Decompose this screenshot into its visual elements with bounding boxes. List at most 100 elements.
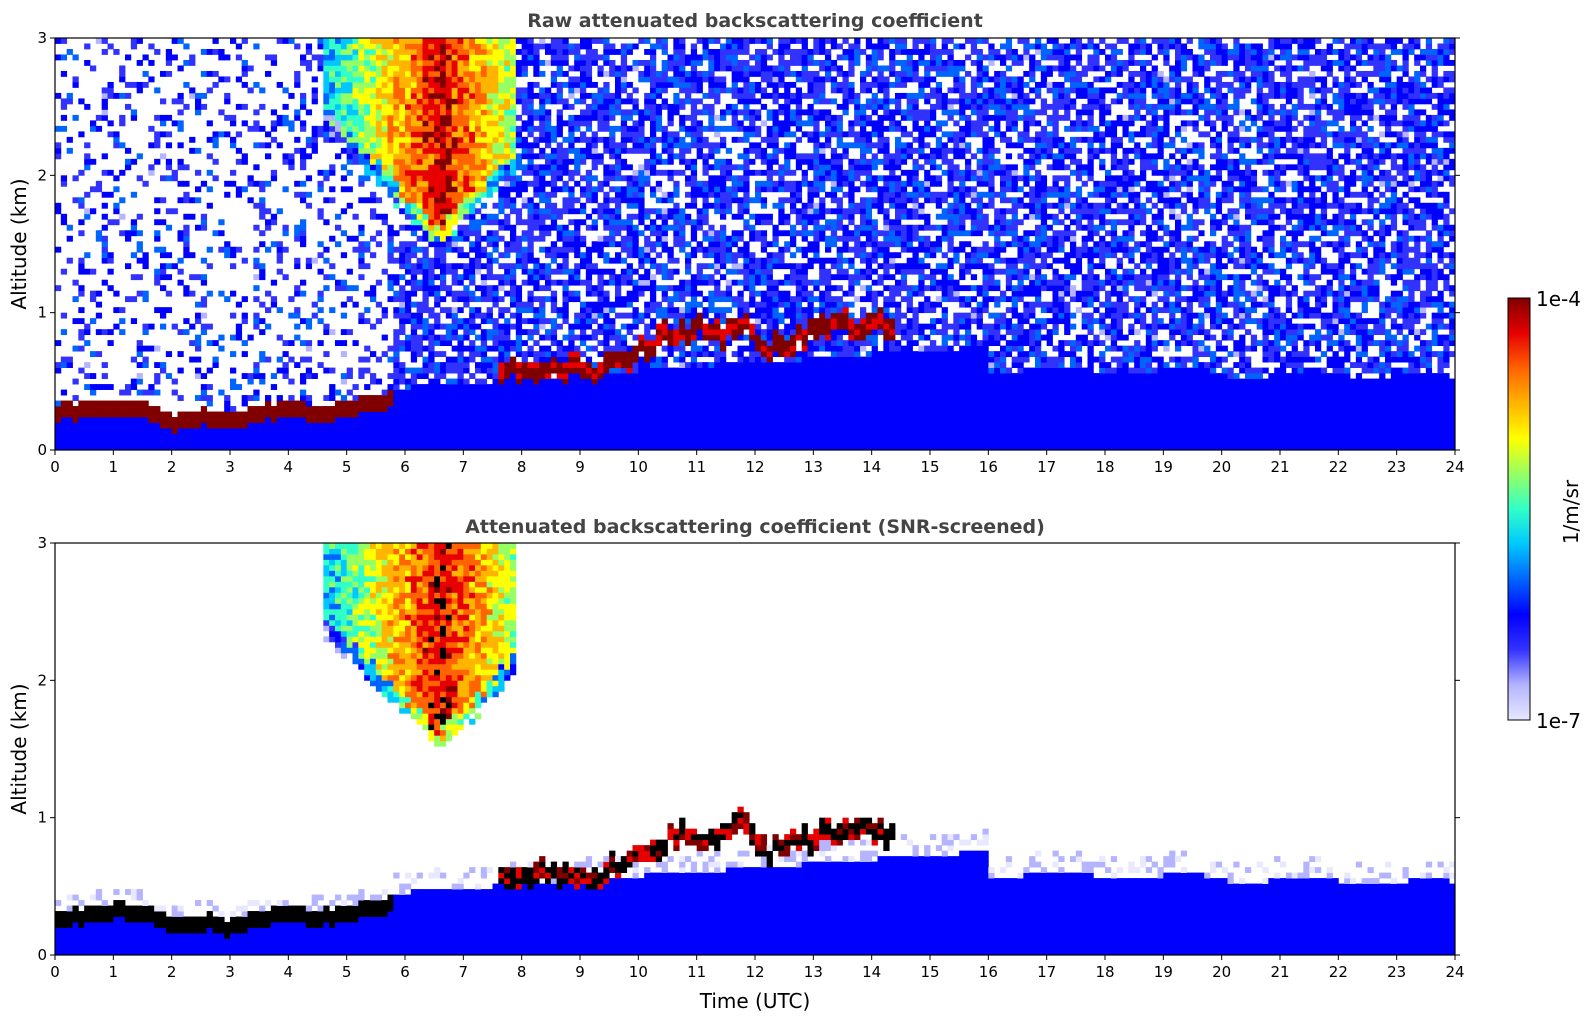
heatmap-cell <box>644 411 651 418</box>
heatmap-cell <box>340 147 348 154</box>
heatmap-cell <box>457 98 464 105</box>
heatmap-cell <box>416 197 423 204</box>
heatmap-cell <box>165 48 173 55</box>
heatmap-cell <box>527 428 534 434</box>
heatmap-cell <box>480 395 488 401</box>
heatmap-cell <box>492 318 499 325</box>
heatmap-cell <box>539 323 546 330</box>
heatmap-cell <box>498 378 505 385</box>
heatmap-cell <box>440 48 447 55</box>
heatmap-cell <box>661 356 668 363</box>
heatmap-cell <box>615 373 622 379</box>
heatmap-cell <box>405 92 412 99</box>
heatmap-cell <box>422 285 429 292</box>
heatmap-cell <box>673 65 680 72</box>
heatmap-cell <box>305 411 313 418</box>
heatmap-cell <box>650 109 657 116</box>
heatmap-cell <box>475 92 482 99</box>
heatmap-cell <box>276 142 283 149</box>
heatmap-cell <box>364 59 371 66</box>
heatmap-cell <box>270 136 278 143</box>
heatmap-cell <box>492 433 499 440</box>
heatmap-cell <box>78 433 85 440</box>
heatmap-cell <box>515 312 523 319</box>
heatmap-cell <box>160 307 167 314</box>
heatmap-cell <box>457 114 464 121</box>
heatmap-cell <box>148 384 155 390</box>
heatmap-cell <box>609 395 616 401</box>
heatmap-cell <box>410 38 418 44</box>
heatmap-cell <box>527 81 534 88</box>
heatmap-cell <box>585 433 593 440</box>
heatmap-cell <box>276 114 283 121</box>
heatmap-cell <box>650 87 657 94</box>
heatmap-cell <box>626 191 633 198</box>
heatmap-cell <box>66 136 73 143</box>
heatmap-cell <box>580 318 587 325</box>
heatmap-cell <box>685 268 692 275</box>
heatmap-cell <box>305 439 313 445</box>
heatmap-cell <box>282 246 289 253</box>
heatmap-cell <box>504 318 511 325</box>
heatmap-cell <box>632 103 639 110</box>
heatmap-cell <box>230 428 237 434</box>
heatmap-cell <box>329 70 336 77</box>
heatmap-cell <box>457 246 464 253</box>
heatmap-cell <box>171 98 178 105</box>
heatmap-cell <box>597 158 604 165</box>
heatmap-cell <box>428 103 435 110</box>
heatmap-cell <box>626 246 633 253</box>
heatmap-cell <box>679 411 686 418</box>
heatmap-cell <box>480 164 488 171</box>
heatmap-cell <box>708 263 715 270</box>
heatmap-cell <box>597 274 604 281</box>
heatmap-cell <box>405 191 412 198</box>
heatmap-cell <box>515 219 523 226</box>
heatmap-cell <box>457 76 464 83</box>
heatmap-cell <box>259 213 266 220</box>
heatmap-cell <box>585 367 593 374</box>
heatmap-cell <box>574 373 581 379</box>
heatmap-cell <box>416 406 423 412</box>
heatmap-cell <box>410 395 418 401</box>
heatmap-cell <box>375 400 383 407</box>
heatmap-cell <box>387 38 394 44</box>
heatmap-cell <box>445 109 453 116</box>
heatmap-cell <box>434 362 441 368</box>
heatmap-cell <box>358 98 365 105</box>
heatmap-cell <box>142 345 149 352</box>
heatmap-cell <box>183 428 190 434</box>
heatmap-cell <box>533 142 540 149</box>
heatmap-cell <box>317 252 324 259</box>
heatmap-cell <box>685 175 692 182</box>
heatmap-cell <box>381 43 388 50</box>
heatmap-cell <box>562 38 569 44</box>
heatmap-cell <box>399 197 406 204</box>
heatmap-cell <box>469 257 476 264</box>
heatmap-cell <box>486 356 493 363</box>
heatmap-cell <box>323 433 330 440</box>
heatmap-cell <box>562 224 569 231</box>
heatmap-cell <box>615 109 622 116</box>
heatmap-cell <box>550 246 558 253</box>
heatmap-cell <box>492 301 499 308</box>
heatmap-cell <box>667 433 674 440</box>
heatmap-cell <box>609 400 616 407</box>
heatmap-cell <box>457 406 464 412</box>
heatmap-cell <box>340 59 348 66</box>
heatmap-cell <box>708 340 715 347</box>
heatmap-cell <box>445 197 453 204</box>
heatmap-cell <box>434 109 441 116</box>
heatmap-cell <box>486 257 493 264</box>
heatmap-cell <box>562 351 569 358</box>
heatmap-cell <box>270 444 278 450</box>
heatmap-cell <box>650 169 657 176</box>
heatmap-cell <box>160 70 167 77</box>
heatmap-cell <box>708 439 715 445</box>
heatmap-cell <box>603 142 610 149</box>
heatmap-cell <box>340 65 348 72</box>
heatmap-cell <box>247 411 254 418</box>
heatmap-cell <box>440 389 447 396</box>
heatmap-cell <box>655 252 663 259</box>
heatmap-cell <box>655 395 663 401</box>
